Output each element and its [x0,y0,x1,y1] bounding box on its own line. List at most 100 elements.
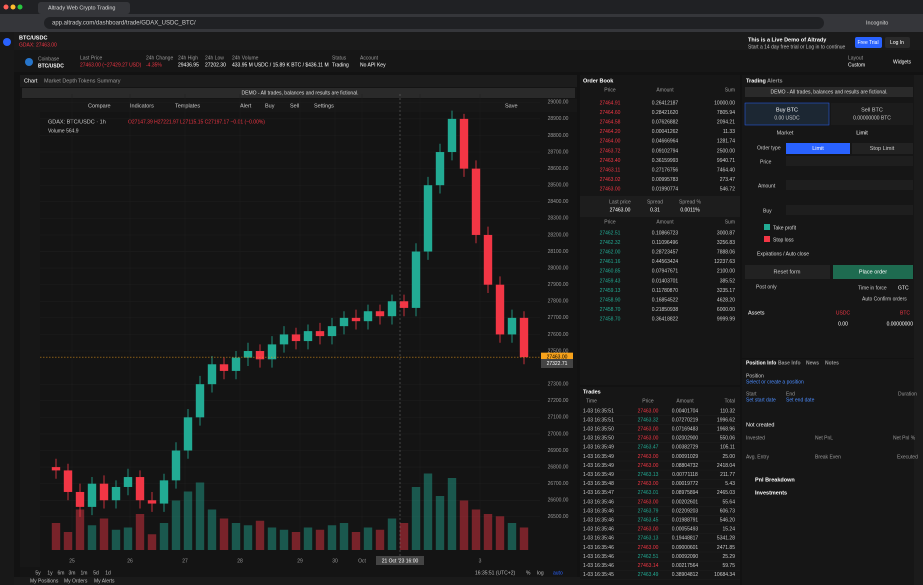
bid-cell: 0.36418822 [652,317,679,323]
login-button[interactable] [885,37,910,48]
toolbar-button[interactable]: Buy [265,103,275,109]
buy-tab[interactable] [744,102,830,126]
checkbox[interactable] [764,224,770,230]
label: 0.00 USDC [774,115,800,121]
tab[interactable]: News [806,360,819,366]
candle-body [375,311,385,317]
y-tick-label: 27300.00 [548,382,569,388]
sell-tab[interactable] [831,103,913,125]
label: Total [724,398,735,404]
tab[interactable]: Alerts [767,78,783,84]
tab[interactable]: Market [777,130,794,136]
label: BTC/USDC [38,63,64,69]
trade-cell: 1-03 16:35:47 [583,490,614,496]
button[interactable]: Log In [890,40,904,46]
place-order-button[interactable] [833,265,913,279]
range-button[interactable]: 1m [81,570,88,576]
stop-limit-button[interactable] [852,143,913,154]
range-button[interactable]: 6m [58,570,65,576]
tab[interactable]: Chart [24,78,38,84]
toolbar-button[interactable]: Alert [240,103,252,109]
right-rail [914,75,923,585]
toolbar-button[interactable]: Indicators [130,103,154,109]
bid-cell: 385.52 [720,278,736,284]
tab[interactable]: Trading [746,78,766,84]
toolbar-button[interactable]: Templates [175,103,200,109]
label: Expirations / Auto close [757,251,809,257]
tab[interactable]: Position Info [746,360,776,366]
button[interactable]: Place order [859,269,887,275]
button[interactable]: Limit [812,146,824,152]
range-button[interactable]: 3m [69,570,76,576]
label: Invested [746,435,765,441]
x-tick-label: 27 [182,558,188,564]
label: Price [604,87,616,93]
range-button[interactable]: 1d [105,570,111,576]
ask-cell: 27463.00 [600,187,621,193]
trade-cell: 5341.28 [717,536,735,542]
volume-bar [339,523,349,550]
price-input[interactable] [786,156,913,166]
candle-body [87,483,97,507]
button[interactable]: Free Trial [857,40,878,46]
range-button[interactable]: 1y [47,570,53,576]
checkbox[interactable] [764,236,770,242]
button[interactable]: Reset form [774,269,801,275]
tab[interactable]: My Alerts [94,578,115,584]
bid-cell: 0.01403701 [652,278,679,284]
tab[interactable]: My Positions [30,578,59,584]
ask-cell: 0.27176756 [652,168,679,174]
label: -4.35% [146,62,162,68]
volume-bar [147,534,157,550]
bid-cell: 7888.06 [717,250,735,256]
volume-bar [435,496,445,550]
range-button[interactable]: 5y [35,570,41,576]
toolbar-button[interactable]: Compare [88,103,111,109]
total-input[interactable] [786,205,913,215]
volume-bar [519,527,529,550]
y-tick-label: 28400.00 [548,199,569,205]
trade-cell: 0.01988791 [672,518,699,524]
trade-cell: 0.02209203 [672,508,699,514]
trade-cell: 606.73 [720,508,736,514]
trade-cell: 27463.01 [638,490,659,496]
candle-body [291,334,301,342]
label: Stop loss [773,237,794,243]
tab[interactable]: Limit [856,130,868,136]
volume-bar [483,514,493,550]
volume-bar [219,518,229,550]
tab[interactable]: My Orders [64,578,88,584]
limit-button[interactable] [786,143,850,154]
logo[interactable] [3,38,11,46]
status-bar [14,577,580,585]
amount-input[interactable] [786,180,913,190]
toolbar-button[interactable]: Save [505,103,518,109]
reset-button[interactable] [745,265,830,279]
tab[interactable]: Base Info [778,360,801,366]
volume-bar [495,516,505,550]
label: Auto Confirm orders [862,296,907,302]
volume-bar [411,487,421,550]
toolbar-button[interactable]: Sell [290,103,299,109]
x-tick-label: Oct [358,558,366,564]
volume-bar [171,500,181,550]
volume-bar [63,532,73,550]
free-trial-button[interactable] [855,37,882,48]
tab[interactable]: Market Depth [44,78,77,84]
toolbar-button[interactable]: Settings [314,103,334,109]
button[interactable]: Stop Limit [870,146,895,152]
trade-cell: 0.00401704 [672,408,699,414]
label: Altrady Web Crypto Trading [48,5,115,11]
tab[interactable]: Tokens Summary [78,78,121,84]
y-tick-label: 26800.00 [548,464,569,470]
url-field[interactable] [44,17,824,29]
trade-cell: 1-03 16:35:50 [583,436,614,442]
browser-tab[interactable] [38,2,130,14]
range-button[interactable]: 5d [93,570,99,576]
bid-cell: 27458.70 [600,317,621,323]
label: Pnl Breakdown [755,477,795,483]
tab[interactable]: Notes [825,360,839,366]
ask-cell: 2094.21 [717,120,735,126]
